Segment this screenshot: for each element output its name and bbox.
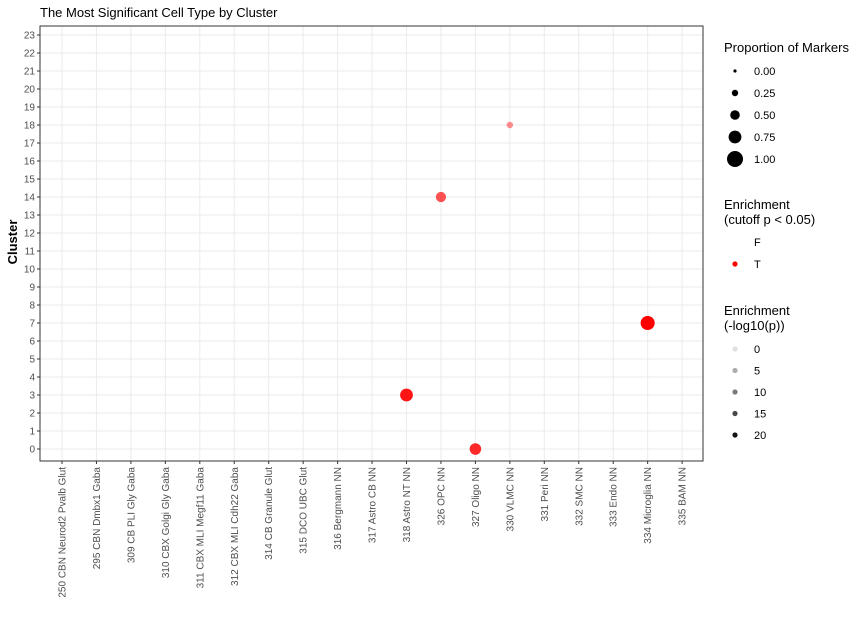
y-tick-label: 0 (29, 445, 35, 456)
data-point (506, 121, 514, 129)
x-tick-label: 334 Microglia NN (643, 467, 654, 544)
y-tick-label: 20 (24, 85, 36, 96)
legend-color-label: T (754, 259, 761, 271)
y-tick-label: 23 (24, 31, 36, 42)
x-tick-label: 333 Endo NN (609, 467, 620, 527)
y-tick-label: 6 (29, 337, 35, 348)
data-point (435, 191, 447, 203)
y-tick-label: 19 (24, 103, 36, 114)
x-tick-label: 331 Peri NN (540, 467, 551, 521)
legend-proportion: Proportion of Markers 0.00 0.25 0.50 0.75 1.… (724, 40, 849, 167)
y-tick-label: 13 (24, 211, 36, 222)
x-tick-label: 314 CB Granule Glut (264, 467, 275, 560)
y-tick-label: 16 (24, 157, 36, 168)
y-tick-label: 22 (24, 49, 36, 60)
legend-alpha-label: 20 (754, 430, 766, 442)
x-tick-label: 317 Astro CB NN (368, 467, 379, 543)
legend-size-key (733, 69, 737, 73)
legend-color-label: F (754, 237, 761, 249)
legend-alpha-key (732, 410, 738, 417)
x-tick-label: 311 CBX MLI Megf11 Gaba (195, 467, 206, 589)
y-tick-label: 2 (29, 409, 35, 420)
y-tick-label: 14 (24, 193, 36, 204)
legend-size-label: 0.00 (754, 66, 775, 78)
x-axis-ticks: 250 CBN Neurod2 Pvalb Glut 295 CBN Dmbx1 … (58, 461, 689, 598)
grid (40, 26, 703, 461)
y-tick-label: 11 (25, 247, 36, 258)
y-tick-label: 21 (24, 67, 36, 78)
panel-border (39, 25, 704, 462)
legend-size-label: 0.25 (754, 88, 775, 100)
x-tick-label: 315 DCO UBC Glut (299, 467, 310, 554)
legend-alpha-label: 15 (754, 409, 766, 421)
x-tick-label: 316 Bergmann NN (333, 467, 344, 550)
legend-size-key (728, 130, 742, 144)
legend-log-title-line1: Enrichment (724, 303, 790, 318)
x-tick-label: 326 OPC NN (436, 467, 447, 525)
y-tick-label: 10 (24, 265, 36, 276)
legend-color-key (732, 261, 738, 267)
y-tick-label: 17 (24, 139, 36, 150)
y-tick-label: 18 (24, 121, 36, 132)
x-tick-label: 309 CB PLI Gly Gaba (126, 467, 137, 564)
x-tick-label: 318 Astro NT NN (402, 467, 413, 542)
x-tick-label: 335 BAM NN (678, 467, 689, 525)
x-tick-label: 332 SMC NN (574, 467, 585, 526)
legend-proportion-title: Proportion of Markers (724, 40, 849, 55)
data-point (400, 388, 413, 402)
legend-alpha-label: 0 (754, 344, 760, 356)
legend-alpha-label: 10 (754, 387, 766, 399)
x-tick-label: 330 VLMC NN (505, 467, 516, 531)
y-tick-label: 4 (29, 373, 35, 384)
y-tick-label: 7 (29, 319, 35, 330)
legend-size-key (727, 151, 743, 167)
x-tick-label: 327 Oligo NN (471, 467, 482, 527)
legend-alpha-key (732, 367, 738, 374)
x-tick-label: 312 CBX MLI Cdh22 Gaba (230, 467, 241, 586)
y-tick-label: 15 (24, 175, 36, 186)
legend-enrichment-cutoff: Enrichment (cutoff p < 0.05) FT (724, 197, 815, 271)
legend-alpha-label: 5 (754, 366, 760, 378)
y-tick-label: 12 (24, 229, 36, 240)
legend-size-label: 1.00 (754, 154, 775, 166)
x-tick-label: 250 CBN Neurod2 Pvalb Glut (58, 467, 69, 598)
legend-alpha-key (732, 432, 738, 438)
y-tick-label: 8 (29, 301, 35, 312)
y-axis-label: Cluster (5, 220, 20, 265)
legend-enrichment-log: Enrichment (-log10(p)) 0 5 10 15 20 (724, 303, 790, 442)
legend-log-title-line2: (-log10(p)) (724, 318, 785, 333)
x-tick-label: 295 CBN Dmbx1 Gaba (92, 467, 103, 570)
y-tick-label: 1 (29, 427, 35, 438)
legend-size-label: 0.75 (754, 132, 775, 144)
legend-size-label: 0.50 (754, 110, 775, 122)
legend-cutoff-title-line1: Enrichment (724, 197, 790, 212)
legend-alpha-key (732, 346, 738, 352)
data-point (469, 443, 482, 455)
x-tick-label: 310 CBX Golgi Gly Gaba (161, 467, 172, 579)
y-tick-label: 3 (29, 391, 35, 402)
legend-alpha-key (732, 389, 738, 395)
chart-title: The Most Significant Cell Type by Cluste… (40, 5, 278, 20)
data-point (640, 315, 655, 331)
data-points (400, 121, 655, 455)
legend-size-key (731, 89, 739, 97)
legend-size-key (730, 110, 740, 120)
legend-cutoff-title-line2: (cutoff p < 0.05) (724, 212, 815, 227)
y-tick-label: 9 (29, 283, 35, 294)
y-tick-label: 5 (29, 355, 35, 366)
